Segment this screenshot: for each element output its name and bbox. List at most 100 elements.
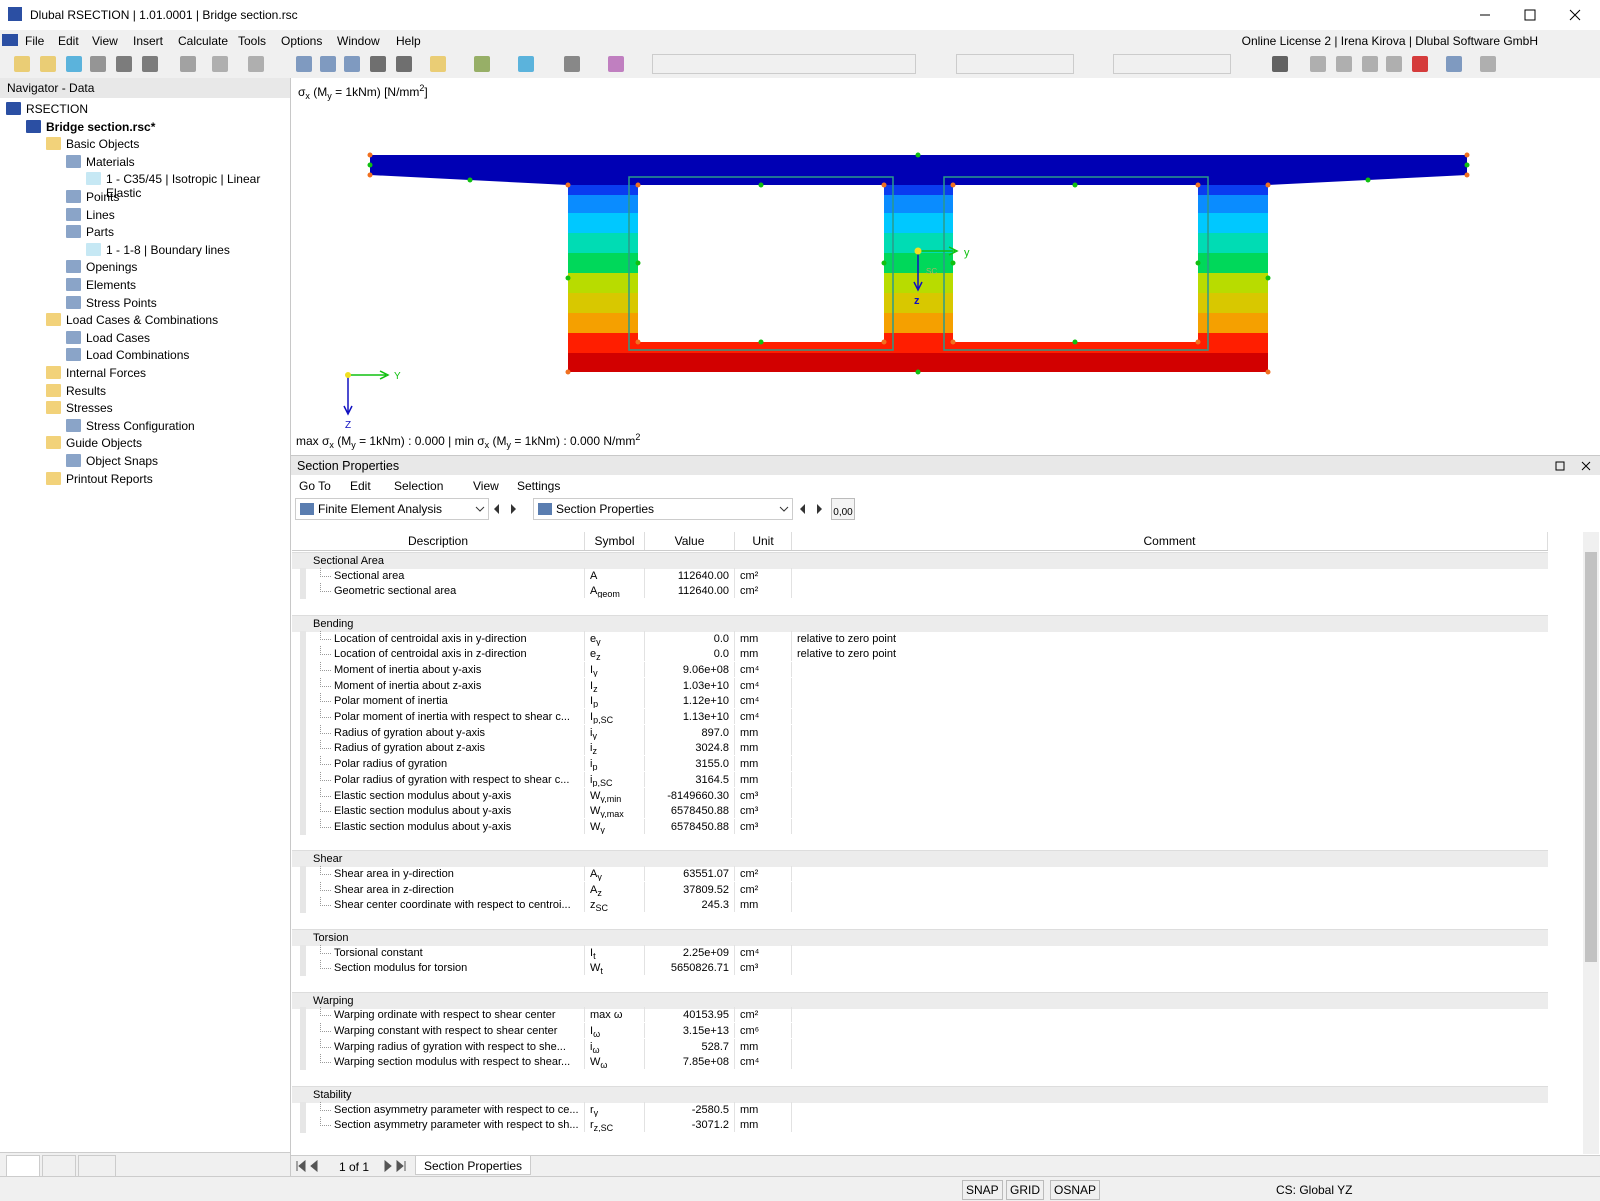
toolbar-combo[interactable]	[1113, 54, 1231, 74]
toolbar-button[interactable]	[142, 56, 158, 72]
group-row[interactable]: Torsion	[292, 928, 1548, 946]
tree-item[interactable]: Materials	[0, 153, 290, 170]
window-controls[interactable]	[1470, 0, 1600, 30]
toolbar-button[interactable]	[344, 56, 360, 72]
tree-item[interactable]: Basic Objects	[0, 135, 290, 152]
tree-item[interactable]: Printout Reports	[0, 470, 290, 487]
close[interactable]	[1569, 9, 1581, 21]
toolbar-button[interactable]	[40, 56, 56, 72]
decimals-button[interactable]: 0,00	[831, 498, 855, 520]
table-row[interactable]: Shear center coordinate with respect to …	[292, 897, 1548, 914]
table-row[interactable]: Section asymmetry parameter with respect…	[292, 1117, 1548, 1134]
tree-item[interactable]: 1 - 1-8 | Boundary lines	[0, 241, 290, 258]
menu-item[interactable]: Window	[337, 34, 380, 48]
tab-views[interactable]	[78, 1155, 116, 1177]
maximize[interactable]	[1524, 9, 1536, 21]
toolbar-button[interactable]	[396, 56, 412, 72]
tree-item[interactable]: Lines	[0, 206, 290, 223]
status-toggle[interactable]: OSNAP	[1050, 1180, 1101, 1200]
tree-item[interactable]: Elements	[0, 276, 290, 293]
tree-item[interactable]: Parts	[0, 223, 290, 240]
table-row[interactable]: Elastic section modulus about y-axis Wy,m…	[292, 803, 1548, 820]
toolbar-button[interactable]	[14, 56, 30, 72]
tree-item[interactable]: Load Cases & Combinations	[0, 311, 290, 328]
toolbar-button[interactable]	[1362, 56, 1378, 72]
menu-item[interactable]: Insert	[133, 34, 164, 48]
toolbar-button[interactable]	[1446, 56, 1462, 72]
group-row[interactable]: Sectional Area	[292, 552, 1548, 569]
table-row[interactable]: Moment of inertia about z-axis Iz 1.03e+10…	[292, 677, 1548, 694]
table-row[interactable]: Warping ordinate with respect to shear c…	[292, 1007, 1548, 1024]
menu-item[interactable]: File	[25, 34, 45, 48]
table-row[interactable]: Section modulus for torsion Wt 5650826.71 c…	[292, 960, 1548, 977]
table-row[interactable]: Moment of inertia about y-axis Iy 9.06e+08…	[292, 661, 1548, 678]
menu-item[interactable]: Options	[281, 34, 323, 48]
toolbar-combo[interactable]	[956, 54, 1074, 74]
tree-item[interactable]: Stresses	[0, 399, 290, 416]
toolbar-button[interactable]	[474, 56, 490, 72]
panel-menu-item[interactable]: Settings	[517, 479, 561, 493]
tree-item[interactable]: Load Combinations	[0, 346, 290, 363]
tree-item[interactable]: 1 - C35/45 | Isotropic | Linear Elastic	[0, 170, 290, 200]
table-row[interactable]: Polar moment of inertia with respect to …	[292, 709, 1548, 725]
table-select[interactable]: Section Properties	[533, 498, 793, 520]
panel-menu-item[interactable]: View	[473, 479, 499, 493]
tree-item[interactable]: Guide Objects	[0, 434, 290, 451]
table-row[interactable]: Polar radius of gyration with respect to…	[292, 771, 1548, 788]
toolbar-button[interactable]	[608, 56, 624, 72]
toolbar-button[interactable]	[1310, 56, 1326, 72]
table-nav[interactable]	[797, 500, 827, 518]
table-row[interactable]: Sectional area A 112640.00 cm²	[292, 567, 1548, 584]
status-toggle[interactable]: SNAP	[962, 1180, 1003, 1200]
tree-item[interactable]: Stress Points	[0, 294, 290, 311]
tree-item[interactable]: Results	[0, 382, 290, 399]
toolbar-button[interactable]	[1336, 56, 1352, 72]
menu-item[interactable]: Calculate	[178, 34, 229, 48]
panel-menu-item[interactable]: Go To	[299, 479, 331, 493]
table-row[interactable]: Shear area in y-direction Ay 63551.07 cm²	[292, 866, 1548, 882]
toolbar-button[interactable]	[180, 56, 196, 72]
toolbar-button[interactable]	[248, 56, 264, 72]
panel-close[interactable]	[1581, 461, 1591, 471]
table-row[interactable]: Polar radius of gyration ip 3155.0 mm	[292, 756, 1548, 773]
table-row[interactable]: Location of centroidal axis in y-directi…	[292, 630, 1548, 647]
toolbar-button[interactable]	[564, 56, 580, 72]
group-row[interactable]: Shear	[292, 850, 1548, 868]
toolbar-button[interactable]	[430, 56, 446, 72]
table-row[interactable]: Radius of gyration about y-axis iy 897.0 mm	[292, 724, 1548, 741]
table-row[interactable]: Warping section modulus with respect to …	[292, 1054, 1548, 1071]
toolbar-button[interactable]	[518, 56, 534, 72]
panel-menu-item[interactable]: Selection	[394, 479, 444, 493]
tab-data[interactable]	[6, 1155, 40, 1177]
group-row[interactable]: Bending	[292, 614, 1548, 632]
pager-next[interactable]	[383, 1160, 413, 1172]
sheet-tab[interactable]: Section Properties	[415, 1156, 532, 1175]
menu-item[interactable]: Tools	[238, 34, 267, 48]
pager-prev[interactable]	[295, 1160, 335, 1172]
toolbar-button[interactable]	[370, 56, 386, 72]
table-row[interactable]: Radius of gyration about z-axis iz 3024.8 m…	[292, 740, 1548, 757]
table-row[interactable]: Elastic section modulus about y-axis Wy 65…	[292, 818, 1548, 835]
toolbar-combo[interactable]	[652, 54, 916, 74]
status-toggle[interactable]: GRID	[1006, 1180, 1044, 1200]
toolbar-button[interactable]	[66, 56, 82, 72]
menu-item[interactable]: Edit	[58, 34, 79, 48]
menu-item[interactable]: View	[92, 34, 118, 48]
toolbar-button[interactable]	[1412, 56, 1428, 72]
table-row[interactable]: Geometric sectional area Ageom 112640.00 cm…	[292, 583, 1548, 600]
table-row[interactable]: Elastic section modulus about y-axis Wy,m…	[292, 787, 1548, 804]
panel-controls[interactable]	[1554, 459, 1594, 473]
tree-item[interactable]: Points	[0, 188, 290, 205]
table-row[interactable]: Warping constant with respect to shear c…	[292, 1023, 1548, 1039]
tree-item[interactable]: Stress Configuration	[0, 417, 290, 434]
group-row[interactable]: Stability	[292, 1085, 1548, 1103]
tree-item[interactable]: Object Snaps	[0, 452, 290, 469]
toolbar-button[interactable]	[1272, 56, 1288, 72]
table-row[interactable]: Warping radius of gyration with respect …	[292, 1038, 1548, 1055]
tree-item[interactable]: Load Cases	[0, 329, 290, 346]
tree-item[interactable]: RSECTION	[0, 100, 290, 117]
undock[interactable]	[1555, 461, 1565, 471]
toolbar-button[interactable]	[1480, 56, 1496, 72]
table-row[interactable]: Polar moment of inertia Ip 1.12e+10 cm⁴	[292, 693, 1548, 710]
toolbar-button[interactable]	[1386, 56, 1402, 72]
